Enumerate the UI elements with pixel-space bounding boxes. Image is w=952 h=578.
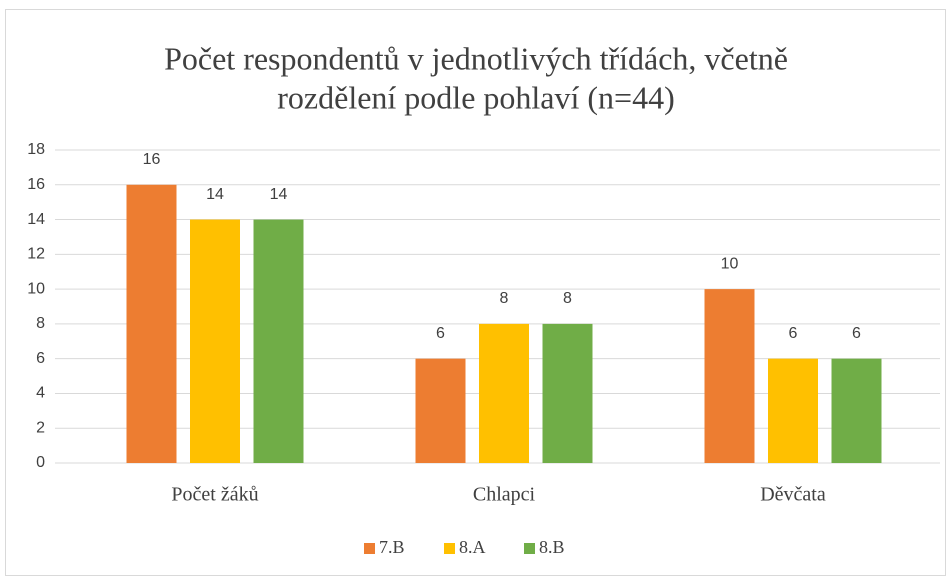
bar — [253, 219, 304, 463]
data-label: 6 — [789, 325, 798, 342]
y-tick-label: 8 — [36, 315, 45, 332]
y-tick-label: 12 — [27, 246, 45, 263]
data-label: 8 — [500, 290, 509, 307]
y-tick-label: 2 — [36, 419, 45, 436]
bar — [126, 184, 177, 463]
legend-swatch — [444, 543, 455, 554]
bar — [704, 289, 755, 463]
x-tick-label: Děvčata — [760, 484, 826, 506]
legend-label: 8.A — [459, 537, 486, 557]
legend-label: 7.B — [379, 537, 405, 557]
bar — [415, 358, 466, 463]
data-label: 16 — [143, 151, 161, 168]
y-tick-label: 14 — [27, 211, 45, 228]
y-tick-label: 18 — [27, 141, 45, 158]
bar — [542, 323, 593, 463]
chart-title: rozdělení podle pohlaví (n=44) — [277, 79, 674, 115]
data-label: 14 — [270, 186, 288, 203]
y-tick-label: 16 — [27, 176, 45, 193]
y-tick-label: 4 — [36, 385, 45, 402]
x-tick-label: Počet žáků — [171, 484, 258, 506]
x-tick-label: Chlapci — [473, 484, 536, 506]
legend-swatch — [524, 543, 535, 554]
data-label: 8 — [563, 290, 572, 307]
data-label: 10 — [721, 255, 739, 272]
legend-label: 8.B — [539, 537, 565, 557]
bar — [479, 323, 529, 463]
y-tick-label: 6 — [36, 350, 45, 367]
y-tick-label: 10 — [27, 280, 45, 297]
bar — [831, 358, 882, 463]
chart-title: Počet respondentů v jednotlivých třídách… — [164, 40, 788, 76]
legend-swatch — [364, 543, 375, 554]
data-label: 6 — [852, 325, 861, 342]
y-tick-label: 0 — [36, 454, 45, 471]
bar — [768, 358, 818, 463]
data-label: 6 — [436, 325, 445, 342]
bar — [190, 219, 240, 463]
data-label: 14 — [206, 186, 224, 203]
